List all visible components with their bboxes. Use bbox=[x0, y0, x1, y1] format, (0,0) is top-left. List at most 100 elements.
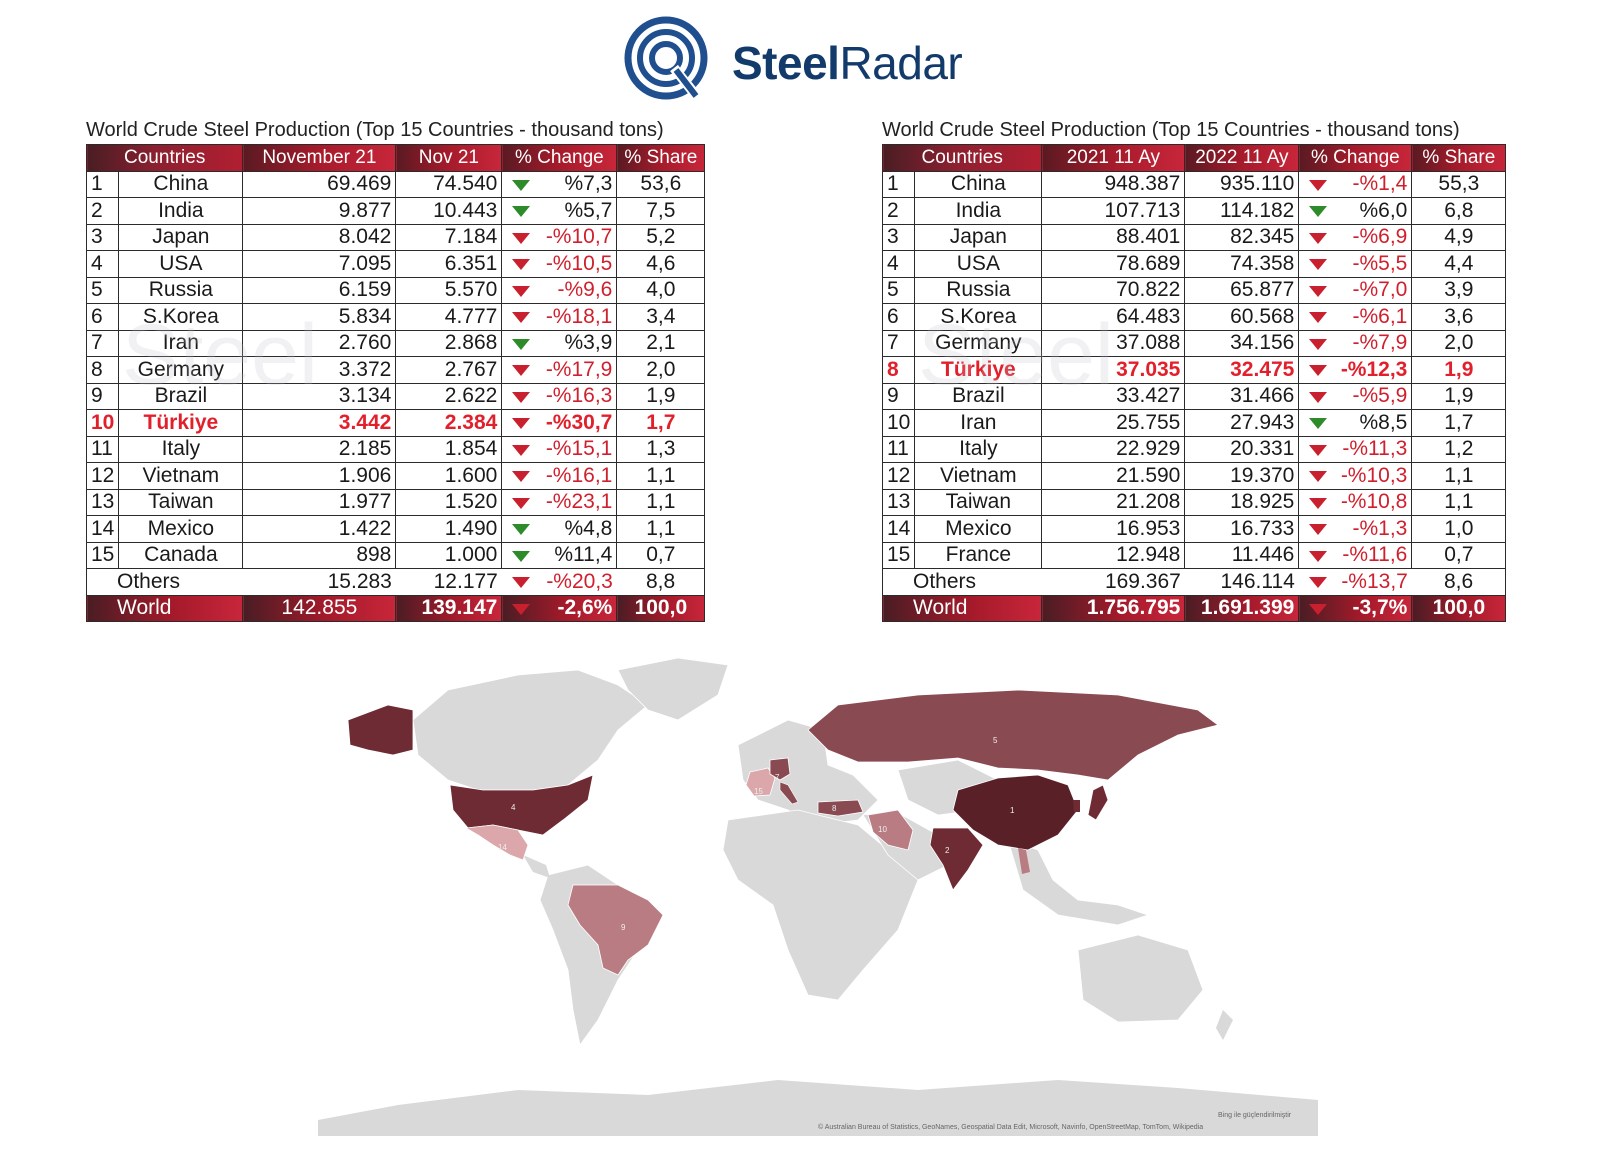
value-cell: 935.110 bbox=[1184, 170, 1300, 198]
rank-cell: 14 bbox=[881, 515, 916, 543]
change-value: -%7,0 bbox=[1352, 278, 1408, 302]
up-triangle-icon bbox=[512, 550, 531, 562]
change-value: -%13,7 bbox=[1341, 569, 1408, 593]
change-value: %11,4 bbox=[554, 543, 613, 567]
country-cell: Taiwan bbox=[914, 488, 1043, 516]
change-value: -%9,6 bbox=[557, 278, 613, 302]
change-cell: -%11,6 bbox=[1298, 541, 1413, 569]
country-cell: China bbox=[914, 170, 1043, 198]
value-cell: 2.868 bbox=[395, 329, 503, 357]
share-cell: 2,0 bbox=[1411, 329, 1507, 357]
col-header: 2022 11 Ay bbox=[1184, 144, 1300, 172]
rank-cell: 9 bbox=[881, 382, 916, 410]
country-cell: USA bbox=[914, 250, 1043, 278]
table-row: 11 Italy 22.929 20.331 -%11,3 1,2 bbox=[881, 435, 1507, 463]
change-value: %3,9 bbox=[564, 331, 613, 355]
world-share: 100,0 bbox=[616, 594, 706, 622]
value-cell: 65.877 bbox=[1184, 276, 1300, 304]
rank-cell: 9 bbox=[85, 382, 120, 410]
map-label-mexico: 14 bbox=[498, 843, 507, 852]
map-label-germany: 7 bbox=[775, 773, 780, 782]
change-cell: %4,8 bbox=[501, 515, 618, 543]
change-value: %4,8 bbox=[564, 516, 613, 540]
country-cell: Brazil bbox=[118, 382, 244, 410]
change-cell: -%16,1 bbox=[501, 462, 618, 490]
change-cell: -%5,9 bbox=[1298, 382, 1413, 410]
table-row: 14 Mexico 1.422 1.490 %4,8 1,1 bbox=[85, 515, 706, 543]
world-value: 1.691.399 bbox=[1184, 594, 1300, 622]
share-cell: 1,0 bbox=[1411, 515, 1507, 543]
col-header: Countries bbox=[85, 144, 244, 172]
change-cell: -%11,3 bbox=[1298, 435, 1413, 463]
value-cell: 31.466 bbox=[1184, 382, 1300, 410]
country-cell: Germany bbox=[118, 356, 244, 384]
brand-name-bold: Steel bbox=[732, 37, 840, 89]
change-value: %5,7 bbox=[564, 198, 613, 222]
share-cell: 8,8 bbox=[616, 568, 706, 596]
share-cell: 55,3 bbox=[1411, 170, 1507, 198]
change-cell: -%30,7 bbox=[501, 409, 618, 437]
radar-logo-icon bbox=[624, 16, 708, 102]
vietnam-shape bbox=[1018, 848, 1030, 874]
rank-cell: 13 bbox=[881, 488, 916, 516]
share-cell: 4,6 bbox=[616, 250, 706, 278]
value-cell: 78.689 bbox=[1041, 250, 1186, 278]
change-value: %6,0 bbox=[1359, 198, 1408, 222]
change-cell: -%1,3 bbox=[1298, 515, 1413, 543]
down-triangle-icon bbox=[1309, 285, 1328, 297]
change-value: %7,3 bbox=[564, 172, 613, 196]
down-triangle-icon bbox=[1309, 365, 1328, 376]
value-cell: 69.469 bbox=[242, 170, 397, 198]
down-triangle-icon bbox=[512, 391, 531, 403]
table-row: 4 USA 7.095 6.351 -%10,5 4,6 bbox=[85, 250, 706, 278]
table-row: 6 S.Korea 5.834 4.777 -%18,1 3,4 bbox=[85, 303, 706, 331]
table-row: 6 S.Korea 64.483 60.568 -%6,1 3,6 bbox=[881, 303, 1507, 331]
share-cell: 3,9 bbox=[1411, 276, 1507, 304]
change-cell: -%12,3 bbox=[1298, 356, 1413, 384]
change-cell: -%6,1 bbox=[1298, 303, 1413, 331]
rank-cell: 6 bbox=[85, 303, 120, 331]
map-label-brazil: 9 bbox=[621, 923, 626, 932]
value-cell: 60.568 bbox=[1184, 303, 1300, 331]
change-value: -%20,3 bbox=[546, 569, 613, 593]
value-cell: 1.422 bbox=[242, 515, 397, 543]
up-triangle-icon bbox=[1309, 418, 1328, 429]
change-value: -%1,4 bbox=[1352, 172, 1408, 196]
map-credit-sources: © Australian Bureau of Statistics, GeoNa… bbox=[818, 1124, 1204, 1131]
change-value: -%30,7 bbox=[545, 410, 613, 434]
change-cell: -%10,3 bbox=[1298, 462, 1413, 490]
table-row: 13 Taiwan 21.208 18.925 -%10,8 1,1 bbox=[881, 488, 1507, 516]
value-cell: 37.035 bbox=[1041, 356, 1186, 384]
country-cell: Germany bbox=[914, 329, 1043, 357]
central-america-shape bbox=[523, 855, 550, 878]
table-row: 8 Türkiye 37.035 32.475 -%12,3 1,9 bbox=[881, 356, 1507, 384]
down-triangle-icon bbox=[1309, 524, 1328, 535]
share-cell: 1,9 bbox=[1411, 356, 1507, 384]
table-row: 10 Türkiye 3.442 2.384 -%30,7 1,7 bbox=[85, 409, 706, 437]
map-labels: 1 2 4 5 7 8 9 10 14 15 bbox=[498, 736, 1015, 932]
steelradar-logo: SteelRadar bbox=[622, 14, 982, 106]
change-value: -%15,1 bbox=[545, 437, 613, 461]
value-cell: 5.570 bbox=[395, 276, 503, 304]
col-header: Countries bbox=[881, 144, 1043, 172]
table-row: 7 Iran 2.760 2.868 %3,9 2,1 bbox=[85, 329, 706, 357]
value-cell: 18.925 bbox=[1184, 488, 1300, 516]
change-value: -%17,9 bbox=[545, 357, 613, 381]
share-cell: 0,7 bbox=[1411, 541, 1507, 569]
value-cell: 33.427 bbox=[1041, 382, 1186, 410]
value-cell: 898 bbox=[242, 541, 397, 569]
share-cell: 1,7 bbox=[1411, 409, 1507, 437]
country-cell: Russia bbox=[914, 276, 1043, 304]
value-cell: 21.590 bbox=[1041, 462, 1186, 490]
change-value: -%5,5 bbox=[1352, 251, 1408, 275]
map-label-iran: 10 bbox=[878, 825, 887, 834]
rank-cell: 8 bbox=[881, 356, 916, 384]
value-cell: 114.182 bbox=[1184, 197, 1300, 225]
value-cell: 146.114 bbox=[1184, 568, 1299, 596]
change-value: -%23,1 bbox=[545, 490, 613, 514]
table-row: 1 China 69.469 74.540 %7,3 53,6 bbox=[85, 170, 706, 198]
turkiye-shape bbox=[817, 799, 864, 817]
up-triangle-icon bbox=[512, 338, 531, 350]
country-cell: China bbox=[118, 170, 244, 198]
value-cell: 25.755 bbox=[1041, 409, 1186, 437]
